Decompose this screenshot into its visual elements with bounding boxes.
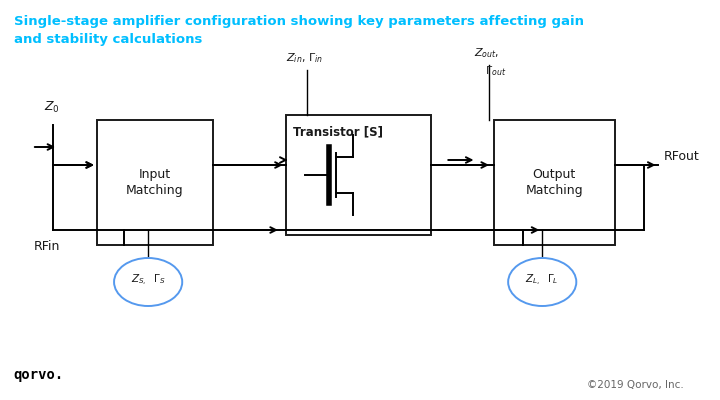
Text: Output: Output: [533, 168, 576, 181]
Text: Input: Input: [139, 168, 171, 181]
Text: $Z_{L,}$  $\Gamma_L$: $Z_{L,}$ $\Gamma_L$: [526, 272, 559, 288]
Text: RFout: RFout: [663, 150, 699, 164]
Text: Single-stage amplifier configuration showing key parameters affecting gain
and s: Single-stage amplifier configuration sho…: [14, 15, 583, 46]
Bar: [96, 120, 213, 245]
Text: Matching: Matching: [526, 184, 583, 197]
Text: $Z_{out}$,: $Z_{out}$,: [474, 46, 500, 60]
Text: $Z_{S,}$  $\Gamma_S$: $Z_{S,}$ $\Gamma_S$: [131, 272, 166, 288]
Text: $Z_{in}$, $\Gamma_{in}$: $Z_{in}$, $\Gamma_{in}$: [286, 51, 323, 65]
Text: Matching: Matching: [126, 184, 184, 197]
Bar: [494, 120, 615, 245]
Ellipse shape: [508, 258, 576, 306]
Text: $\Gamma_{out}$: $\Gamma_{out}$: [485, 64, 506, 78]
Bar: [286, 115, 431, 235]
Text: RFin: RFin: [34, 240, 60, 253]
Text: Transistor [S]: Transistor [S]: [293, 125, 383, 138]
Text: qorvo.: qorvo.: [14, 368, 64, 382]
Text: $Z_0$: $Z_0$: [44, 100, 60, 115]
Text: ©2019 Qorvo, Inc.: ©2019 Qorvo, Inc.: [587, 380, 683, 390]
Ellipse shape: [114, 258, 182, 306]
